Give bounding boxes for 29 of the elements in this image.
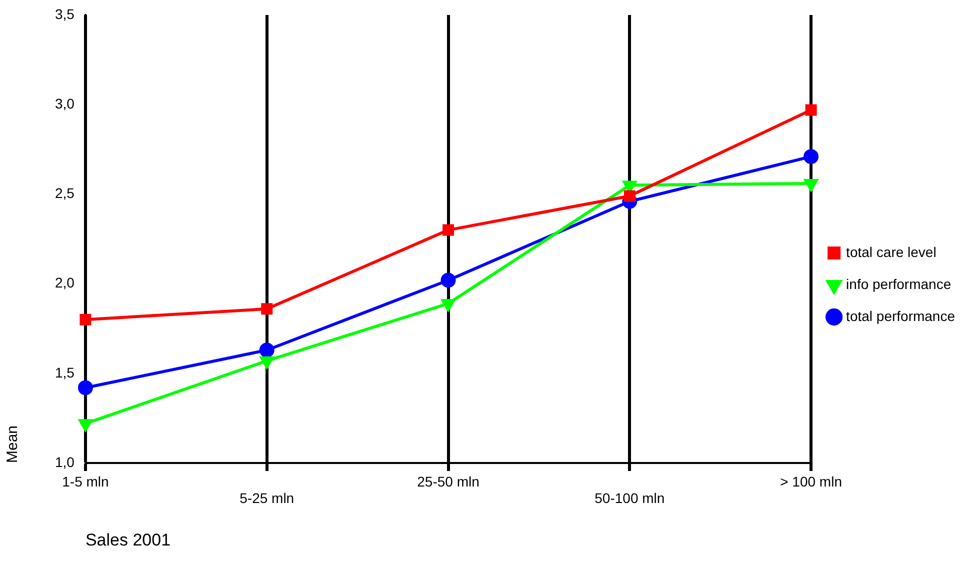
legend-label: total performance [846, 308, 956, 324]
y-tick-label: 1,5 [54, 364, 75, 380]
point [804, 149, 819, 164]
point [624, 190, 636, 202]
point [805, 104, 817, 116]
legend-label: total care level [846, 244, 936, 260]
x-tick-label: > 100 mln [780, 473, 842, 490]
y-axis-title: Mean [4, 425, 22, 463]
y-tick-label: 2,5 [54, 185, 75, 202]
point [261, 303, 273, 315]
y-tick-label: 1,0 [54, 454, 75, 470]
x-tick-label: 50-100 mln [594, 490, 665, 506]
point [259, 342, 274, 358]
x-tick-label: 25-50 mln [417, 473, 480, 490]
point [80, 314, 92, 326]
legend-label: info performance [846, 276, 952, 292]
point [78, 380, 93, 396]
point [440, 272, 456, 288]
y-tick-label: 3,0 [54, 95, 75, 112]
point [442, 224, 454, 236]
point [78, 419, 92, 432]
x-tick-label: 5-25 mln [240, 490, 294, 506]
x-axis-title: Sales 2001 [85, 530, 171, 550]
point [804, 178, 818, 191]
y-tick-label: 2,0 [54, 274, 75, 291]
y-tick-label: 3,5 [54, 6, 75, 22]
point [260, 356, 274, 368]
point [442, 299, 455, 312]
x-tick-label: 1-5 mln [62, 473, 109, 490]
